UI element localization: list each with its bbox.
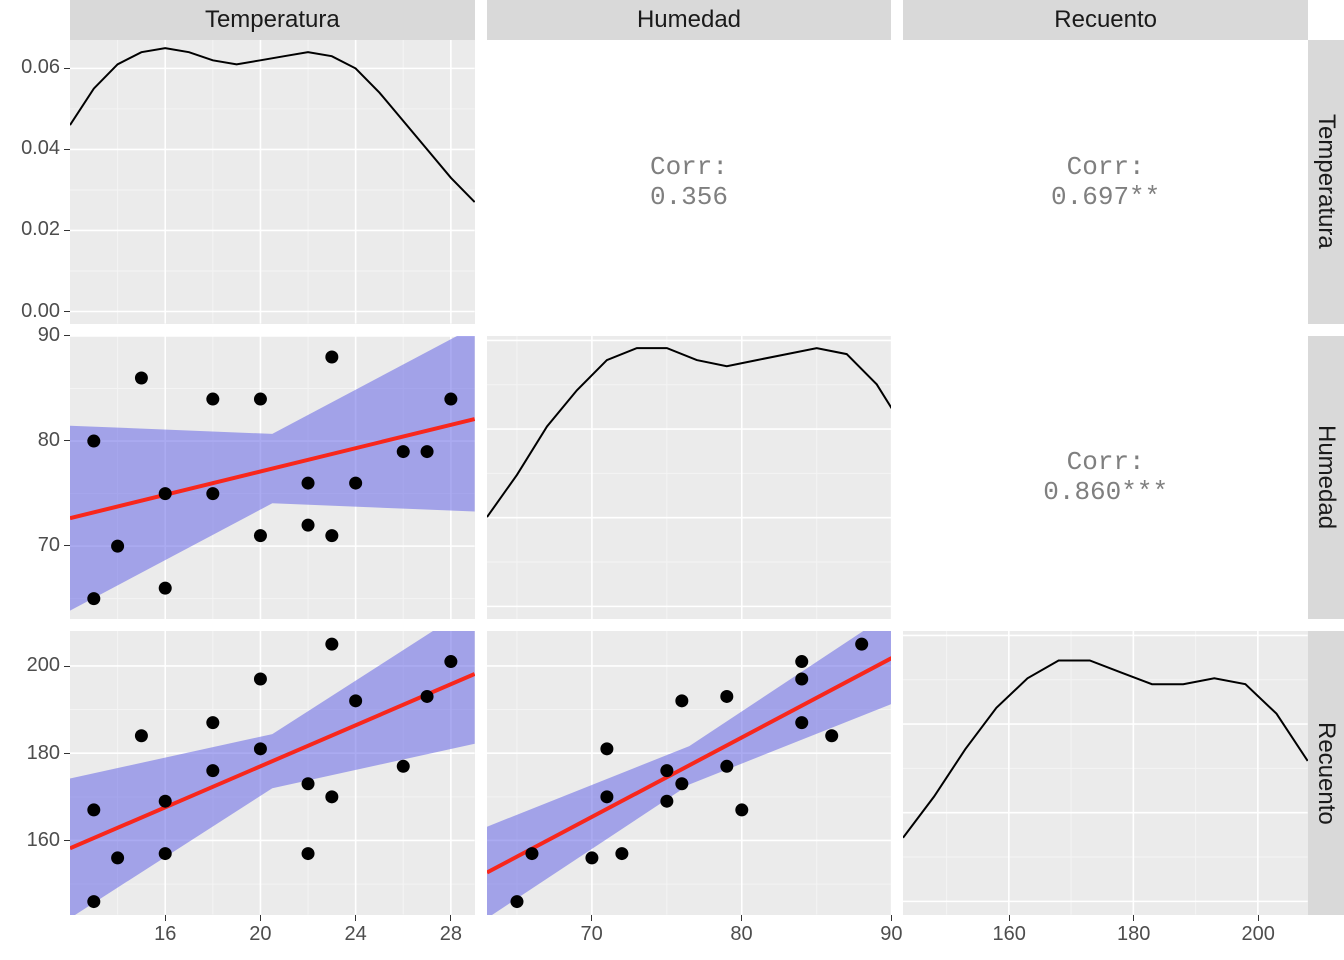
x-tick-temperatura-24: 24 xyxy=(331,923,381,946)
strip-right-temperatura: Temperatura xyxy=(1308,40,1344,324)
panel-density-temperatura xyxy=(70,40,475,324)
y-tick-row2-160: 160 xyxy=(0,829,60,852)
x-tick-recuento-180: 180 xyxy=(1109,923,1159,946)
x-tick-temperatura-16: 16 xyxy=(140,923,190,946)
panel-density-recuento xyxy=(903,631,1308,915)
corr-text-r0c1: Corr: 0.356 xyxy=(650,152,728,212)
y-tick-row1-90: 90 xyxy=(0,324,60,347)
x-tick-temperatura-28: 28 xyxy=(426,923,476,946)
strip-right-recuento: Recuento xyxy=(1308,631,1344,915)
y-tick-row1-70: 70 xyxy=(0,534,60,557)
x-tick-humedad-80: 80 xyxy=(716,923,766,946)
corr-text-r0c2: Corr: 0.697** xyxy=(1051,152,1160,212)
y-tick-row0-0.06: 0.06 xyxy=(0,56,60,79)
y-tick-row2-200: 200 xyxy=(0,654,60,677)
y-tick-row2-180: 180 xyxy=(0,742,60,765)
x-tick-recuento-200: 200 xyxy=(1233,923,1283,946)
panel-scatter-recuento-vs-humedad xyxy=(487,631,892,915)
x-tick-recuento-160: 160 xyxy=(984,923,1034,946)
y-tick-row0-0.04: 0.04 xyxy=(0,137,60,160)
x-tick-humedad-70: 70 xyxy=(567,923,617,946)
pairs-plot-matrix: TemperaturaHumedadRecuentoTemperaturaHum… xyxy=(0,0,1344,960)
panel-scatter-humedad-vs-temperatura xyxy=(70,336,475,620)
panel-corr-r0c1: Corr: 0.356 xyxy=(487,40,892,324)
panel-corr-r1c2: Corr: 0.860*** xyxy=(903,336,1308,620)
strip-top-recuento: Recuento xyxy=(903,0,1308,40)
panel-scatter-recuento-vs-temperatura xyxy=(70,631,475,915)
x-tick-temperatura-20: 20 xyxy=(235,923,285,946)
strip-top-temperatura: Temperatura xyxy=(70,0,475,40)
x-tick-humedad-90: 90 xyxy=(866,923,916,946)
y-tick-row0-0: 0.00 xyxy=(0,300,60,323)
corr-text-r1c2: Corr: 0.860*** xyxy=(1043,447,1168,507)
y-tick-row0-0.02: 0.02 xyxy=(0,218,60,241)
y-tick-row1-80: 80 xyxy=(0,429,60,452)
strip-right-humedad: Humedad xyxy=(1308,336,1344,620)
panel-density-humedad xyxy=(487,336,892,620)
panel-corr-r0c2: Corr: 0.697** xyxy=(903,40,1308,324)
strip-top-humedad: Humedad xyxy=(487,0,892,40)
